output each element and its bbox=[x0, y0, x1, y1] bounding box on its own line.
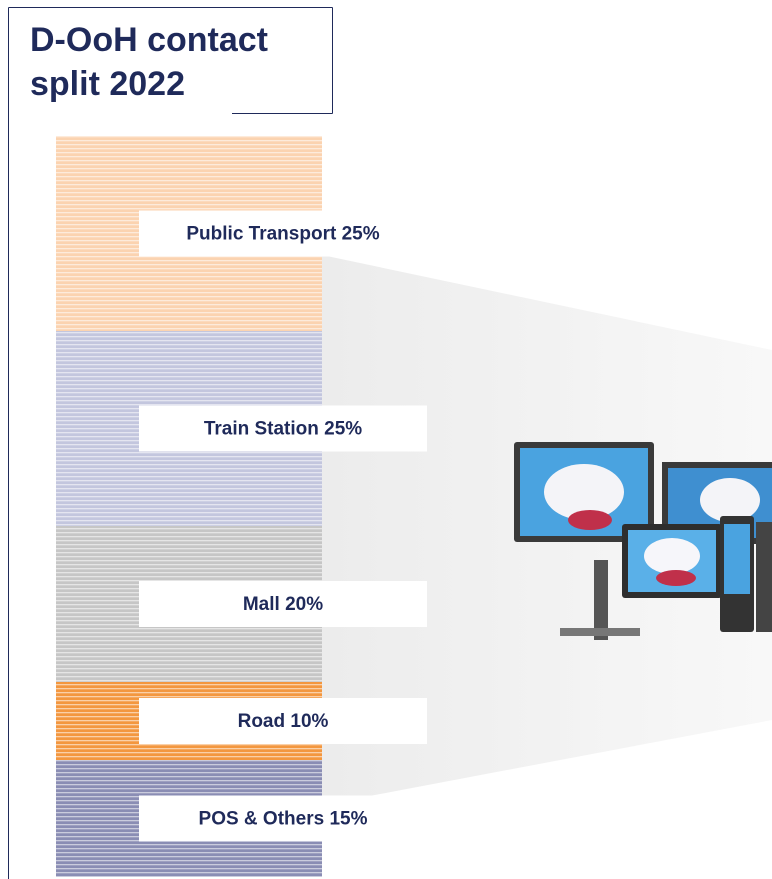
chart: Public Transport 25% Train Station 25% Mal… bbox=[0, 0, 772, 879]
data-label: Train Station 25% bbox=[204, 419, 362, 440]
page: Public Transport 25% Train Station 25% Mal… bbox=[0, 0, 772, 879]
data-label: Mall 20% bbox=[243, 594, 323, 615]
chart-title: D-OoH contact split 2022 bbox=[30, 18, 320, 106]
data-label: Road 10% bbox=[238, 711, 329, 732]
data-label: POS & Others 15% bbox=[199, 809, 368, 830]
data-label: Public Transport 25% bbox=[186, 224, 379, 245]
